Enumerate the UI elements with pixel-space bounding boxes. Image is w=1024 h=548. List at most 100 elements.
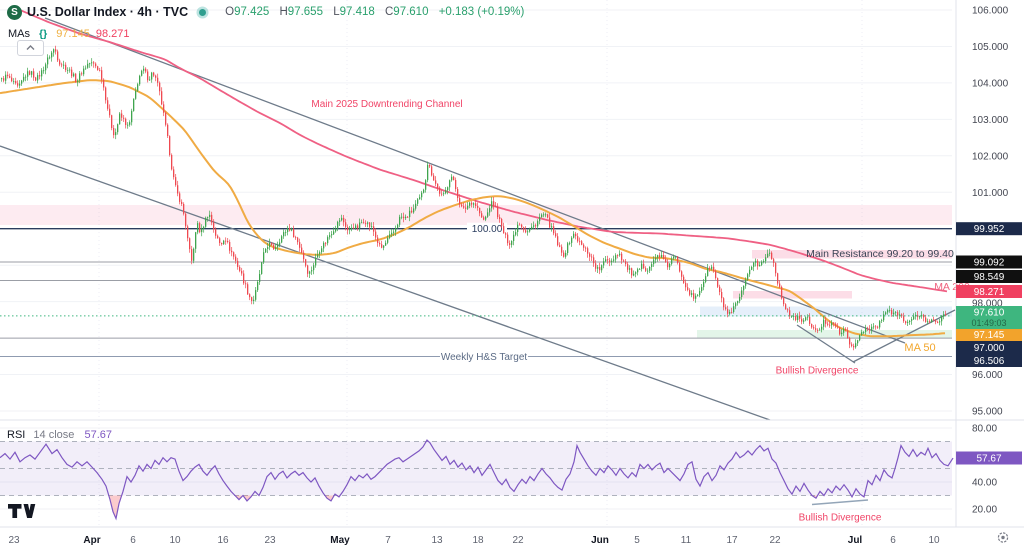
level-label-bg — [467, 222, 507, 235]
annotation-text: Bullish Divergence — [799, 513, 882, 524]
time-axis-label: Jun — [591, 535, 609, 546]
low-value: 97.418 — [339, 6, 375, 18]
current-price-value: 97.610 — [974, 308, 1005, 319]
axis-tag-label: 97.145 — [974, 330, 1005, 341]
axis-price-label: 40.00 — [972, 478, 997, 489]
rsi-oversold-fill — [243, 495, 252, 501]
axis-tag-label: 98.549 — [974, 272, 1005, 283]
level-label: 100.00 — [472, 224, 503, 235]
axis-price-label: 98.000 — [972, 299, 1003, 310]
axis-tag-bg — [956, 328, 1022, 341]
price-zone — [0, 205, 952, 225]
tradingview-logo-icon — [8, 504, 36, 518]
symbol-title[interactable]: U.S. Dollar Index · 4h · TVC — [27, 5, 189, 19]
level-label-bg — [440, 350, 528, 363]
indicator-legend-mas[interactable]: MAs {} 97.145 98.271 — [0, 20, 524, 41]
axis-price-label: 20.00 — [972, 505, 997, 516]
close-value: 97.610 — [393, 6, 429, 18]
tradingview-logo[interactable] — [8, 503, 38, 525]
annotation-text: MA 50 — [904, 342, 935, 354]
axis-price-label: 96.000 — [972, 370, 1003, 381]
time-axis-label: 6 — [890, 535, 896, 546]
low-label: L — [333, 6, 340, 18]
axis-tag-bg — [956, 222, 1022, 236]
axis-tag-label: 57.67 — [976, 454, 1001, 465]
rsi-line — [0, 439, 954, 521]
current-price-tag — [956, 306, 1022, 329]
ma200-legend-value: 98.271 — [95, 28, 130, 40]
axis-price-label: 95.000 — [972, 407, 1003, 418]
settings-gear-icon[interactable] — [997, 532, 1009, 543]
time-axis-label: 16 — [217, 535, 229, 546]
bar-countdown: 01:49:03 — [971, 318, 1006, 328]
rsi-params: 14 close — [33, 429, 75, 441]
symbol-legend: S U.S. Dollar Index · 4h · TVC O97.425 H… — [0, 0, 524, 41]
axis-price-label: 106.000 — [972, 6, 1009, 17]
rsi-value: 57.67 — [84, 429, 112, 441]
time-axis-label: 22 — [769, 535, 781, 546]
axis-price-label: 103.000 — [972, 115, 1009, 126]
rsi-oversold-fill — [235, 495, 243, 500]
high-value: 97.655 — [287, 6, 323, 18]
price-zone — [700, 306, 952, 317]
price-zone — [733, 291, 852, 299]
axis-tag-label: 99.952 — [974, 224, 1005, 235]
axis-price-label: 104.000 — [972, 78, 1009, 89]
trendline — [796, 324, 856, 364]
rsi-band — [0, 441, 952, 496]
time-axis-label: 6 — [130, 535, 136, 546]
level-label: Weekly H&S Target — [441, 352, 528, 363]
chevron-up-icon — [26, 45, 35, 50]
price-zone — [752, 250, 952, 259]
rsi-indicator-legend[interactable]: RSI 14 close 57.67 — [7, 429, 112, 441]
time-axis-label: 13 — [431, 535, 443, 546]
axis-price-label: 80.00 — [972, 424, 997, 435]
ma200-line — [19, 9, 948, 293]
axis-tag-bg — [956, 285, 1022, 298]
axis-price-label: 102.000 — [972, 151, 1009, 162]
time-axis-label: 22 — [512, 535, 524, 546]
rsi-divergence-trendline — [811, 499, 869, 506]
axis-tag-bg — [956, 341, 1022, 354]
open-value: 97.425 — [234, 6, 270, 18]
market-status-icon — [199, 8, 207, 16]
collapse-indicators-button[interactable] — [17, 40, 44, 56]
axis-price-label: 105.000 — [972, 42, 1009, 53]
open-label: O — [225, 6, 235, 18]
close-label: C — [384, 6, 394, 18]
symbol-logo[interactable]: S — [7, 4, 22, 20]
time-axis-label: 11 — [681, 535, 692, 546]
time-axis-label: 5 — [634, 535, 640, 546]
ma50-legend-value: 97.145 — [56, 28, 90, 40]
time-axis-label: 23 — [264, 535, 276, 546]
rsi-name: RSI — [7, 429, 26, 441]
axis-tag-label: 98.271 — [974, 287, 1005, 298]
indicator-name[interactable]: MAs — [8, 28, 30, 40]
axis-tag-bg — [956, 270, 1022, 283]
trendline — [44, 17, 906, 344]
time-axis-label: 10 — [928, 535, 940, 546]
axis-tag-label: 97.000 — [974, 343, 1005, 354]
time-axis-label: Apr — [83, 535, 100, 546]
price-zone — [697, 330, 952, 339]
ohlc-readout: O97.425 H97.655 L97.418 C97.610 +0.183 (… — [218, 6, 524, 18]
axis-tag-bg — [956, 255, 1022, 269]
time-axis-label: 17 — [726, 535, 738, 546]
axis-tag-bg — [956, 451, 1022, 465]
rsi-oversold-fill — [325, 495, 335, 501]
time-axis-label: Jul — [848, 535, 863, 546]
high-label: H — [279, 6, 288, 18]
source-code-icon: {} — [39, 28, 48, 40]
time-axis-label: 10 — [169, 535, 181, 546]
time-axis-label: 18 — [472, 535, 484, 546]
rsi-oversold-fill — [108, 495, 122, 519]
ma50-line — [0, 79, 946, 338]
change-value: +0.183 (+0.19%) — [438, 6, 525, 18]
axis-tag-bg — [956, 354, 1022, 367]
time-axis-label: May — [330, 535, 350, 546]
axis-tag-label: 96.506 — [974, 356, 1005, 367]
axis-tag-label: 99.092 — [974, 258, 1005, 269]
